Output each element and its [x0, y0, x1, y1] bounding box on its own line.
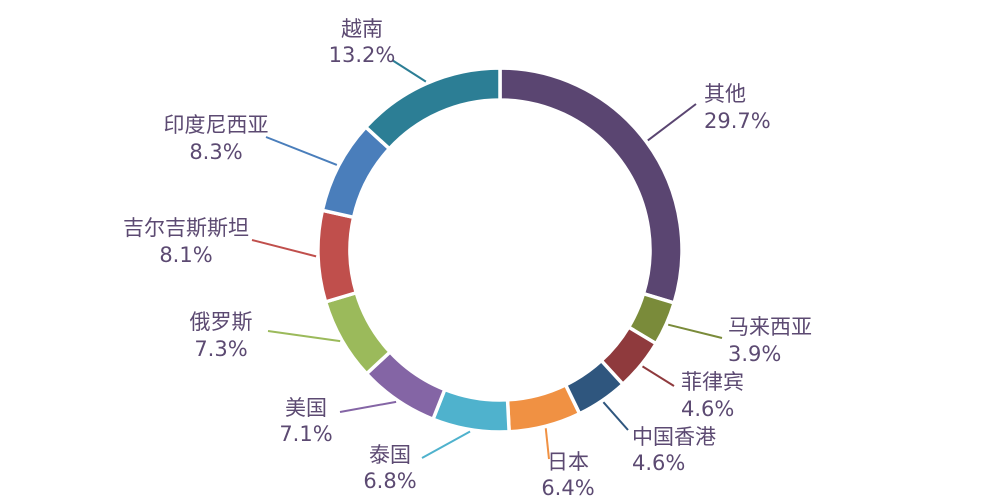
leader-line: [667, 323, 723, 339]
pie-slice: [498, 66, 684, 305]
pie-slice: [505, 383, 582, 434]
leader-line: [647, 103, 697, 142]
slice-percent-label: 4.6%: [632, 451, 685, 475]
slice-percent-label: 6.8%: [363, 469, 416, 493]
pie-slice: [364, 66, 502, 151]
slice-category-label: 泰国: [369, 443, 411, 467]
slice-percent-label: 29.7%: [704, 109, 771, 133]
slice-percent-label: 6.4%: [541, 476, 594, 500]
slice-percent-label: 4.6%: [681, 397, 734, 421]
leader-line: [251, 239, 317, 258]
slice-percent-label: 3.9%: [728, 342, 781, 366]
slice-category-label: 马来西亚: [728, 315, 812, 339]
slice-category-label: 美国: [285, 396, 327, 420]
slice-category-label: 越南: [341, 17, 383, 41]
slice-percent-label: 8.3%: [189, 140, 242, 164]
leader-line: [602, 401, 629, 431]
leader-line: [421, 430, 471, 459]
slice-percent-label: 7.3%: [194, 337, 247, 361]
leader-line: [391, 59, 427, 83]
leader-line: [544, 428, 550, 460]
pie-slice: [316, 208, 358, 304]
slice-category-label: 日本: [547, 450, 589, 474]
slice-category-label: 中国香港: [632, 425, 716, 449]
leader-line: [641, 365, 675, 387]
leader-line: [267, 330, 341, 343]
slice-percent-label: 7.1%: [279, 422, 332, 446]
slice-percent-label: 13.2%: [329, 43, 396, 67]
slice-category-label: 印度尼西亚: [164, 113, 269, 137]
pie-slice: [323, 291, 392, 376]
pie-slice: [431, 387, 511, 434]
slice-category-label: 其他: [704, 82, 746, 106]
slice-percent-label: 8.1%: [159, 243, 212, 267]
slice-category-label: 吉尔吉斯斯坦: [123, 216, 249, 240]
leader-line: [265, 136, 338, 166]
slice-category-label: 菲律宾: [681, 370, 744, 394]
slice-category-label: 俄罗斯: [190, 310, 253, 334]
leader-line: [339, 400, 397, 413]
